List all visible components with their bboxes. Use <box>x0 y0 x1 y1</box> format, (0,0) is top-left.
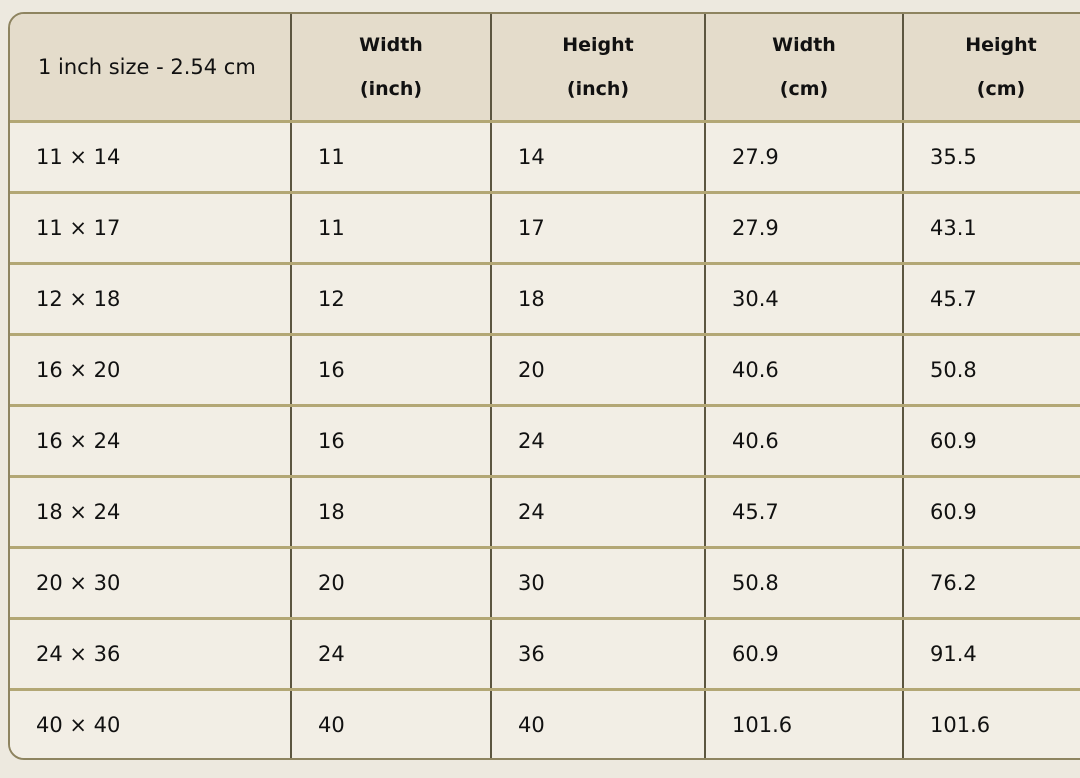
cell-size: 16 × 20 <box>10 334 292 407</box>
cell-height-cm: 91.4 <box>903 618 1080 691</box>
cell-size: 24 × 36 <box>10 618 292 691</box>
cell-size: 40 × 40 <box>10 689 292 758</box>
cell-width-inch: 40 <box>291 689 492 758</box>
cell-width-cm: 27.9 <box>705 121 904 194</box>
cell-height-cm: 50.8 <box>903 334 1080 407</box>
cell-height-inch: 18 <box>491 263 706 336</box>
cell-size: 20 × 30 <box>10 547 292 620</box>
cell-width-cm: 60.9 <box>705 618 904 691</box>
cell-height-inch: 20 <box>491 334 706 407</box>
cell-width-cm: 40.6 <box>705 405 904 478</box>
header-label: Height <box>965 34 1037 56</box>
header-label: Height <box>562 34 634 56</box>
header-width-cm: Width (cm) <box>705 14 904 123</box>
size-conversion-table: 1 inch size - 2.54 cm Width (inch) Height (i… <box>8 12 1080 760</box>
cell-width-cm: 50.8 <box>705 547 904 620</box>
cell-width-cm: 101.6 <box>705 689 904 758</box>
cell-size: 18 × 24 <box>10 476 292 549</box>
cell-height-cm: 60.9 <box>903 405 1080 478</box>
header-unit: (cm) <box>976 78 1026 100</box>
table-row: 11 × 17 11 17 27.9 43.1 <box>10 192 1080 265</box>
header-label: Width <box>359 34 423 56</box>
header-width-inch: Width (inch) <box>291 14 492 123</box>
cell-width-inch: 11 <box>291 192 492 265</box>
cell-width-inch: 11 <box>291 121 492 194</box>
table-row: 40 × 40 40 40 101.6 101.6 <box>10 689 1080 758</box>
cell-width-inch: 18 <box>291 476 492 549</box>
header-unit: (inch) <box>566 78 630 100</box>
table-row: 24 × 36 24 36 60.9 91.4 <box>10 618 1080 691</box>
cell-width-inch: 16 <box>291 334 492 407</box>
cell-height-inch: 24 <box>491 476 706 549</box>
cell-width-cm: 45.7 <box>705 476 904 549</box>
cell-height-inch: 24 <box>491 405 706 478</box>
header-size: 1 inch size - 2.54 cm <box>10 14 292 123</box>
cell-size: 16 × 24 <box>10 405 292 478</box>
cell-size: 11 × 14 <box>10 121 292 194</box>
table-row: 16 × 20 16 20 40.6 50.8 <box>10 334 1080 407</box>
table-row: 20 × 30 20 30 50.8 76.2 <box>10 547 1080 620</box>
header-height-cm: Height (cm) <box>903 14 1080 123</box>
header-label: Width <box>772 34 836 56</box>
cell-width-inch: 12 <box>291 263 492 336</box>
cell-height-inch: 36 <box>491 618 706 691</box>
cell-height-cm: 43.1 <box>903 192 1080 265</box>
cell-height-inch: 14 <box>491 121 706 194</box>
table-row: 18 × 24 18 24 45.7 60.9 <box>10 476 1080 549</box>
table-row: 16 × 24 16 24 40.6 60.9 <box>10 405 1080 478</box>
cell-height-inch: 30 <box>491 547 706 620</box>
table-row: 12 × 18 12 18 30.4 45.7 <box>10 263 1080 336</box>
header-height-inch: Height (inch) <box>491 14 706 123</box>
cell-size: 12 × 18 <box>10 263 292 336</box>
cell-width-cm: 30.4 <box>705 263 904 336</box>
header-unit: (cm) <box>779 78 829 100</box>
cell-height-cm: 45.7 <box>903 263 1080 336</box>
cell-size: 11 × 17 <box>10 192 292 265</box>
cell-height-inch: 17 <box>491 192 706 265</box>
cell-width-inch: 24 <box>291 618 492 691</box>
header-label: 1 inch size - 2.54 cm <box>38 55 256 79</box>
cell-height-inch: 40 <box>491 689 706 758</box>
cell-width-cm: 40.6 <box>705 334 904 407</box>
cell-height-cm: 101.6 <box>903 689 1080 758</box>
table-row: 11 × 14 11 14 27.9 35.5 <box>10 121 1080 194</box>
cell-height-cm: 76.2 <box>903 547 1080 620</box>
cell-width-cm: 27.9 <box>705 192 904 265</box>
header-unit: (inch) <box>359 78 423 100</box>
header-row: 1 inch size - 2.54 cm Width (inch) Height (i… <box>10 14 1080 123</box>
cell-height-cm: 35.5 <box>903 121 1080 194</box>
cell-height-cm: 60.9 <box>903 476 1080 549</box>
cell-width-inch: 16 <box>291 405 492 478</box>
cell-width-inch: 20 <box>291 547 492 620</box>
